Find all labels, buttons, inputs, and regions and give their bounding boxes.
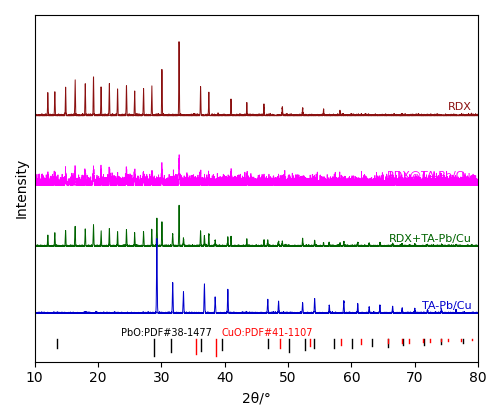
Text: TA-Pb/Cu: TA-Pb/Cu [421,301,471,311]
Text: RDX@TA-Pb/Cu: RDX@TA-Pb/Cu [386,171,471,181]
Y-axis label: Intensity: Intensity [15,158,29,218]
Text: RDX: RDX [447,102,471,112]
Text: RDX+TA-Pb/Cu: RDX+TA-Pb/Cu [388,234,471,244]
Text: PbO:PDF#38-1477: PbO:PDF#38-1477 [121,328,211,338]
X-axis label: 2θ/°: 2θ/° [241,391,270,405]
Text: CuO:PDF#41-1107: CuO:PDF#41-1107 [221,328,313,338]
